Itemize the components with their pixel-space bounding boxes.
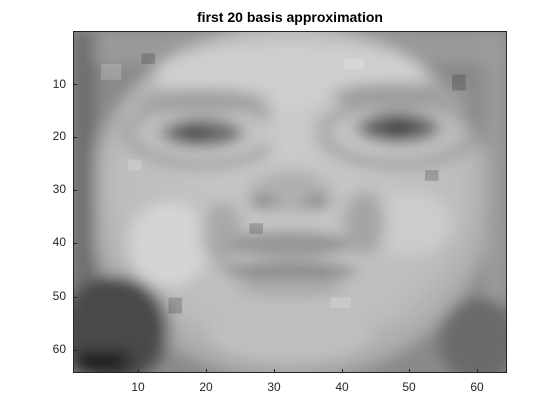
xtick-mark bbox=[138, 369, 139, 373]
ytick-mark bbox=[73, 350, 77, 351]
xtick-label-40: 40 bbox=[335, 380, 349, 394]
ytick-mark bbox=[73, 84, 77, 85]
ytick-mark bbox=[73, 190, 77, 191]
xtick-label-20: 20 bbox=[199, 380, 213, 394]
ytick-label-40: 40 bbox=[52, 235, 66, 249]
xtick-label-30: 30 bbox=[267, 380, 281, 394]
xtick-label-50: 50 bbox=[402, 380, 416, 394]
xtick-mark bbox=[342, 369, 343, 373]
xtick-label-60: 60 bbox=[470, 380, 484, 394]
image-axes bbox=[73, 31, 507, 373]
xtick-mark bbox=[274, 369, 275, 373]
xtick-mark bbox=[409, 369, 410, 373]
xtick-mark bbox=[206, 369, 207, 373]
xtick-mark bbox=[477, 369, 478, 373]
ytick-label-60: 60 bbox=[52, 342, 66, 356]
ytick-label-10: 10 bbox=[52, 77, 66, 91]
figure-title: first 20 basis approximation bbox=[197, 9, 383, 25]
ytick-label-30: 30 bbox=[52, 182, 66, 196]
ytick-mark bbox=[73, 297, 77, 298]
xtick-label-10: 10 bbox=[131, 380, 145, 394]
face-image bbox=[74, 32, 506, 372]
ytick-mark bbox=[73, 243, 77, 244]
ytick-label-50: 50 bbox=[52, 289, 66, 303]
ytick-label-20: 20 bbox=[52, 129, 66, 143]
ytick-mark bbox=[73, 137, 77, 138]
